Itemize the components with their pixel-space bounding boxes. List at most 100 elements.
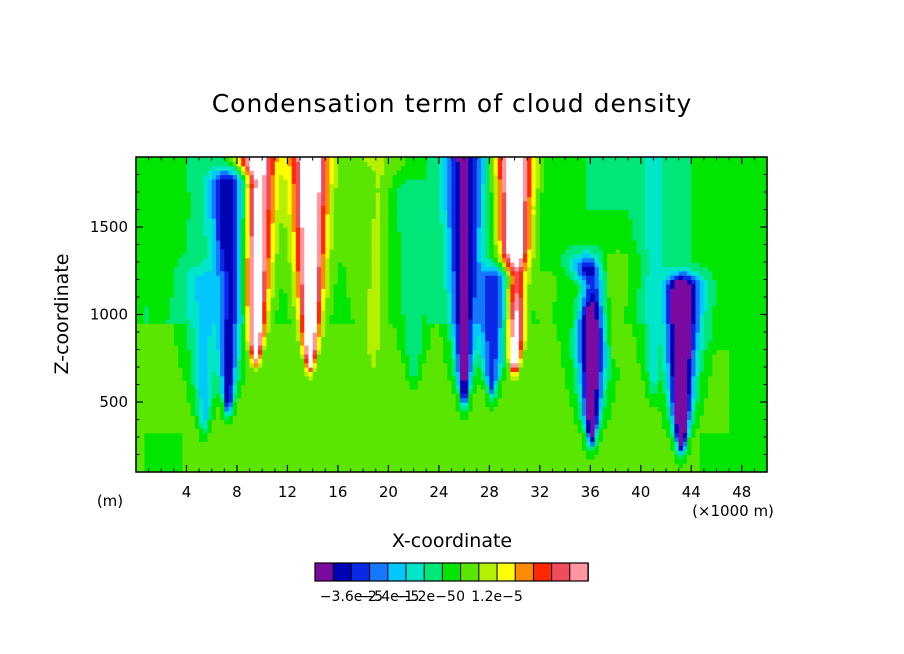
heatmap-cell (729, 332, 734, 337)
heatmap-cell (447, 345, 453, 351)
heatmap-cell (422, 467, 427, 473)
heatmap-cell (485, 458, 490, 464)
heatmap-cell (270, 463, 276, 469)
heatmap-cell (653, 380, 659, 386)
heatmap-cell (392, 340, 398, 346)
heatmap-cell (409, 406, 415, 412)
heatmap-cell (598, 367, 604, 372)
heatmap-cell (674, 450, 680, 456)
heatmap-cell (388, 428, 394, 434)
heatmap-cell (232, 432, 238, 438)
heatmap-cell (607, 362, 612, 368)
heatmap-cell (266, 406, 272, 412)
heatmap-cell (266, 332, 272, 337)
heatmap-cell (455, 415, 461, 421)
heatmap-cell (371, 458, 377, 464)
heatmap-cell (518, 393, 524, 399)
heatmap-cell (241, 358, 246, 364)
heatmap-cell (602, 336, 608, 342)
heatmap-cell (569, 397, 575, 403)
heatmap-cell (611, 445, 617, 451)
heatmap-cell (632, 375, 638, 381)
heatmap-cell (586, 419, 591, 425)
heatmap-cell (300, 410, 305, 416)
heatmap-cell (506, 450, 511, 456)
heatmap-cell (241, 415, 246, 421)
heatmap-cell (274, 327, 280, 333)
heatmap-cell (590, 388, 596, 394)
heatmap-cell (745, 353, 751, 359)
heatmap-cell (350, 371, 356, 377)
heatmap-cell (379, 397, 385, 403)
heatmap-cell (375, 327, 381, 333)
heatmap-cell (266, 375, 272, 381)
heatmap-cell (581, 353, 587, 359)
heatmap-cell (754, 349, 760, 355)
heatmap-cell (745, 388, 751, 394)
heatmap-cell (215, 467, 221, 473)
heatmap-cell (754, 406, 760, 412)
heatmap-cell (674, 397, 680, 403)
heatmap-cell (619, 358, 625, 364)
heatmap-cell (283, 358, 289, 364)
heatmap-cell (396, 336, 402, 342)
heatmap-cell (544, 450, 549, 456)
heatmap-cell (523, 371, 528, 377)
heatmap-cell (253, 388, 259, 394)
heatmap-cell (552, 402, 558, 407)
heatmap-cell (157, 423, 162, 429)
heatmap-cell (708, 345, 713, 351)
heatmap-cell (228, 397, 234, 403)
heatmap-cell (300, 441, 305, 447)
heatmap-cell (510, 428, 516, 434)
heatmap-cell (291, 423, 297, 429)
heatmap-cell (304, 437, 310, 442)
heatmap-cell (720, 415, 726, 421)
heatmap-cell (350, 375, 356, 381)
heatmap-cell (279, 380, 284, 386)
heatmap-cell (712, 367, 718, 372)
heatmap-cell (346, 450, 352, 456)
heatmap-cell (741, 336, 747, 342)
heatmap-cell (245, 397, 251, 403)
heatmap-cell (178, 463, 183, 469)
heatmap-cell (729, 428, 734, 434)
heatmap-cell (611, 358, 617, 364)
heatmap-cell (649, 441, 655, 447)
heatmap-cell (241, 336, 246, 342)
heatmap-cell (476, 428, 482, 434)
heatmap-cell (615, 371, 621, 377)
heatmap-cell (531, 380, 537, 386)
heatmap-cell (405, 393, 411, 399)
heatmap-cell (729, 441, 734, 447)
heatmap-cell (316, 336, 322, 342)
heatmap-cell (257, 397, 263, 403)
heatmap-cell (745, 445, 751, 451)
heatmap-cell (472, 388, 478, 394)
heatmap-cell (750, 371, 755, 377)
heatmap-cell (363, 450, 368, 456)
heatmap-cell (413, 362, 419, 368)
heatmap-cell (523, 458, 528, 464)
heatmap-cell (295, 353, 301, 359)
heatmap-cell (304, 367, 310, 372)
heatmap-cell (527, 393, 533, 399)
heatmap-cell (447, 458, 453, 464)
heatmap-cell (140, 441, 146, 447)
heatmap-cell (405, 441, 411, 447)
heatmap-cell (321, 423, 326, 429)
heatmap-cell (645, 345, 650, 351)
heatmap-cell (674, 336, 680, 342)
heatmap-cell (489, 428, 495, 434)
heatmap-cell (518, 327, 524, 333)
heatmap-cell (531, 428, 537, 434)
heatmap-cell (724, 467, 730, 473)
heatmap-cell (586, 406, 591, 412)
heatmap-cell (207, 467, 213, 473)
heatmap-cell (628, 375, 633, 381)
heatmap-cell (379, 367, 385, 372)
heatmap-cell (720, 380, 726, 386)
heatmap-cell (535, 358, 541, 364)
heatmap-cell (291, 384, 297, 390)
heatmap-cell (590, 345, 596, 351)
